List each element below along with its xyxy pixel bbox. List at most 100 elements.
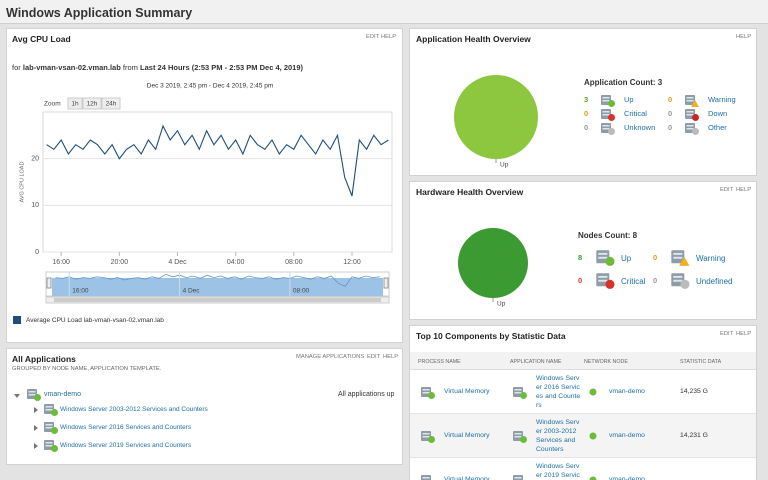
caret [34,407,38,413]
panel-title: Hardware Health Overview [416,188,523,198]
status-dot [520,392,527,399]
item-count: 8 [578,254,582,263]
tree-toggle[interactable] [33,407,39,413]
tree-toggle[interactable] [33,443,39,449]
item-label[interactable]: Up [621,254,631,263]
status-icon [43,421,59,435]
item-label[interactable]: Unknown [624,124,655,133]
icon-stripe [515,477,522,479]
status-icon [512,474,528,480]
icon-stripe [46,427,53,429]
icon-stripe [673,253,682,255]
status-icon [512,386,528,400]
column-header: PROCESS NAME [418,359,461,365]
item-label[interactable]: Undefined [696,277,732,286]
item-label[interactable]: Up [624,96,634,105]
pie-slice [454,75,538,159]
status-dot [608,128,615,135]
application-name[interactable]: Windows Server 2016 Services and Counter… [536,374,582,410]
tree-item[interactable]: Windows Server 2003-2012 Services and Co… [60,406,208,413]
item-count: 0 [653,254,657,263]
item-label[interactable]: Critical [624,110,647,119]
zoom-label: Zoom [44,101,61,108]
icon-stripe [46,445,53,447]
icon-stripe [687,128,694,130]
icon-stripe [603,114,610,116]
status-dot [680,280,689,289]
navigator-handle [47,278,51,288]
status-dot [692,128,699,135]
help-link[interactable]: HELP [736,34,751,41]
network-node[interactable]: vman-demo [609,388,645,396]
cpu-line [47,126,389,196]
icon-stripe [603,125,610,127]
item-label[interactable]: Critical [621,277,645,286]
chart-subtitle: Dec 3 2019, 2:45 pm - Dec 4 2019, 2:45 p… [147,83,273,90]
tree-item[interactable]: Windows Server 2019 Services and Counter… [60,442,191,449]
x-tick-label: 04:00 [227,259,245,266]
node-status: All applications up [338,391,394,399]
app-health-pie: Up [450,72,542,172]
count-label: Application Count: 3 [584,78,662,87]
status-dot [608,114,615,121]
application-name[interactable]: Windows Server 2003-2012 Services and Co… [536,418,582,454]
tree-item[interactable]: Windows Server 2016 Services and Counter… [60,424,191,431]
icon-stripe [515,436,522,438]
icon-stripe [598,280,607,282]
tree-toggle[interactable] [14,393,20,399]
help-link[interactable]: HELP [383,354,398,361]
y-tick-label: 10 [31,202,39,209]
status-icon [420,474,436,480]
help-link[interactable]: HELP [736,331,751,338]
tree-toggle[interactable] [33,425,39,431]
icon-stripe [46,442,53,444]
column-header: APPLICATION NAME [510,359,561,365]
icon-stripe [423,389,430,391]
process-name[interactable]: Virtual Memory [444,432,490,440]
status-dot [590,477,597,480]
column-header: NETWORK NODE [584,359,628,365]
y-axis-label: AVG CPU LOAD [19,162,25,203]
panel-title: Application Health Overview [416,35,531,45]
pie-slice [458,228,528,298]
icon-stripe [687,125,694,127]
icon-stripe [29,391,36,393]
zoom-option[interactable]: 24h [106,101,117,108]
status-dot [590,433,597,440]
edit-link[interactable]: EDIT [367,354,380,361]
icon-stripe [687,100,694,102]
item-label[interactable]: Other [708,124,727,133]
icon-stripe [423,436,430,438]
statistic-data: 14,231 G [680,432,708,440]
hardware-health-pie: Up [454,225,532,313]
process-name[interactable]: Virtual Memory [444,476,490,480]
node-status [589,388,597,396]
status-icon [670,249,691,267]
item-label[interactable]: Warning [708,96,736,105]
item-label[interactable]: Warning [696,254,726,263]
icon-stripe [603,128,610,130]
tree-node[interactable]: vman-demo [44,391,81,399]
process-name[interactable]: Virtual Memory [444,388,490,396]
item-label[interactable]: Down [708,110,727,119]
y-tick-label: 20 [31,156,39,163]
edit-link[interactable]: EDIT [720,331,733,338]
icon-stripe [46,409,53,411]
status-dot [428,392,435,399]
count-label: Nodes Count: 8 [578,231,637,240]
zoom-option[interactable]: 1h [71,101,79,108]
status-icon [684,108,700,122]
node-status [589,432,597,440]
network-node[interactable]: vman-demo [609,432,645,440]
legend-label: Average CPU Load lab-vman-vsan-02.vman.l… [26,317,164,324]
help-link[interactable]: HELP [736,187,751,194]
status-icon [420,386,436,400]
network-node[interactable]: vman-demo [609,476,645,480]
manage-link[interactable]: MANAGE APPLICATIONS [296,354,364,361]
y-tick-label: 0 [35,249,39,256]
navigator-handle [384,278,388,288]
caret [14,394,20,398]
application-name[interactable]: Windows Server 2019 Services and Counter… [536,462,582,480]
zoom-option[interactable]: 12h [87,101,98,108]
edit-link[interactable]: EDIT [720,187,733,194]
